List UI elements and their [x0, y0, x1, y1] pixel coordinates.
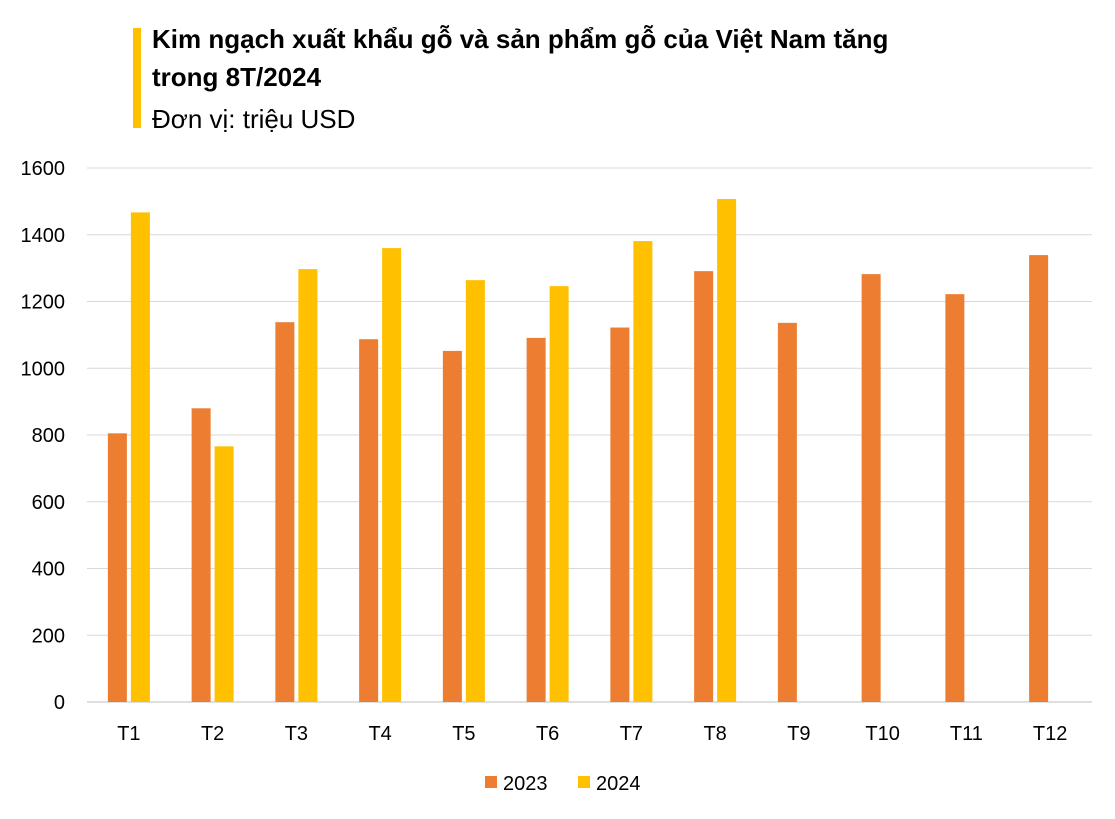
bar-2023-T12	[1029, 255, 1049, 702]
x-tick-label: T11	[950, 723, 983, 745]
legend-label-2024: 2024	[596, 773, 641, 795]
x-tick-label: T12	[1033, 723, 1067, 745]
bar-2023-T6	[526, 337, 546, 702]
chart-title-line-1: Kim ngạch xuất khẩu gỗ và sản phẩm gỗ củ…	[152, 24, 889, 54]
bar-2024-T6	[549, 286, 569, 702]
bar-2024-T8	[717, 199, 737, 702]
bar-2024-T5	[465, 280, 485, 702]
x-tick-label: T10	[865, 723, 899, 745]
y-tick-label: 1000	[21, 358, 66, 380]
bar-2023-T2	[191, 408, 211, 702]
bar-2023-T7	[610, 327, 630, 702]
y-tick-label: 600	[32, 492, 65, 514]
bar-2023-T4	[359, 339, 379, 702]
y-tick-label: 0	[54, 692, 65, 714]
y-tick-label: 1400	[21, 225, 66, 247]
x-tick-label: T2	[201, 723, 224, 745]
chart-title-line-2: trong 8T/2024	[152, 62, 322, 92]
bar-2023-T10	[861, 274, 881, 702]
legend-label-2023: 2023	[503, 773, 548, 795]
y-tick-label: 1600	[21, 158, 66, 180]
x-tick-label: T7	[620, 723, 643, 745]
bar-2024-T2	[214, 446, 234, 702]
chart-subtitle: Đơn vị: triệu USD	[152, 104, 356, 134]
bar-2023-T9	[777, 322, 797, 702]
x-tick-label: T4	[368, 723, 391, 745]
bar-2023-T3	[275, 322, 295, 702]
bar-2023-T1	[107, 433, 127, 702]
x-tick-label: T5	[452, 723, 475, 745]
bar-2024-T7	[633, 241, 653, 702]
y-tick-label: 200	[32, 625, 65, 647]
legend-swatch-2023	[485, 776, 497, 788]
title-accent-bar	[133, 28, 141, 128]
x-tick-label: T9	[787, 723, 810, 745]
y-tick-label: 400	[32, 559, 65, 581]
bar-2024-T3	[298, 269, 318, 702]
bar-2023-T11	[945, 294, 965, 702]
bar-2023-T5	[442, 350, 462, 702]
x-tick-label: T8	[703, 723, 726, 745]
x-tick-label: T3	[285, 723, 308, 745]
bar-2024-T4	[382, 248, 402, 702]
x-tick-label: T1	[117, 723, 140, 745]
bar-2024-T1	[130, 212, 150, 703]
legend-swatch-2024	[578, 776, 590, 788]
y-tick-label: 800	[32, 425, 65, 447]
x-tick-label: T6	[536, 723, 559, 745]
bar-2023-T8	[694, 271, 714, 702]
y-tick-label: 1200	[21, 292, 66, 314]
